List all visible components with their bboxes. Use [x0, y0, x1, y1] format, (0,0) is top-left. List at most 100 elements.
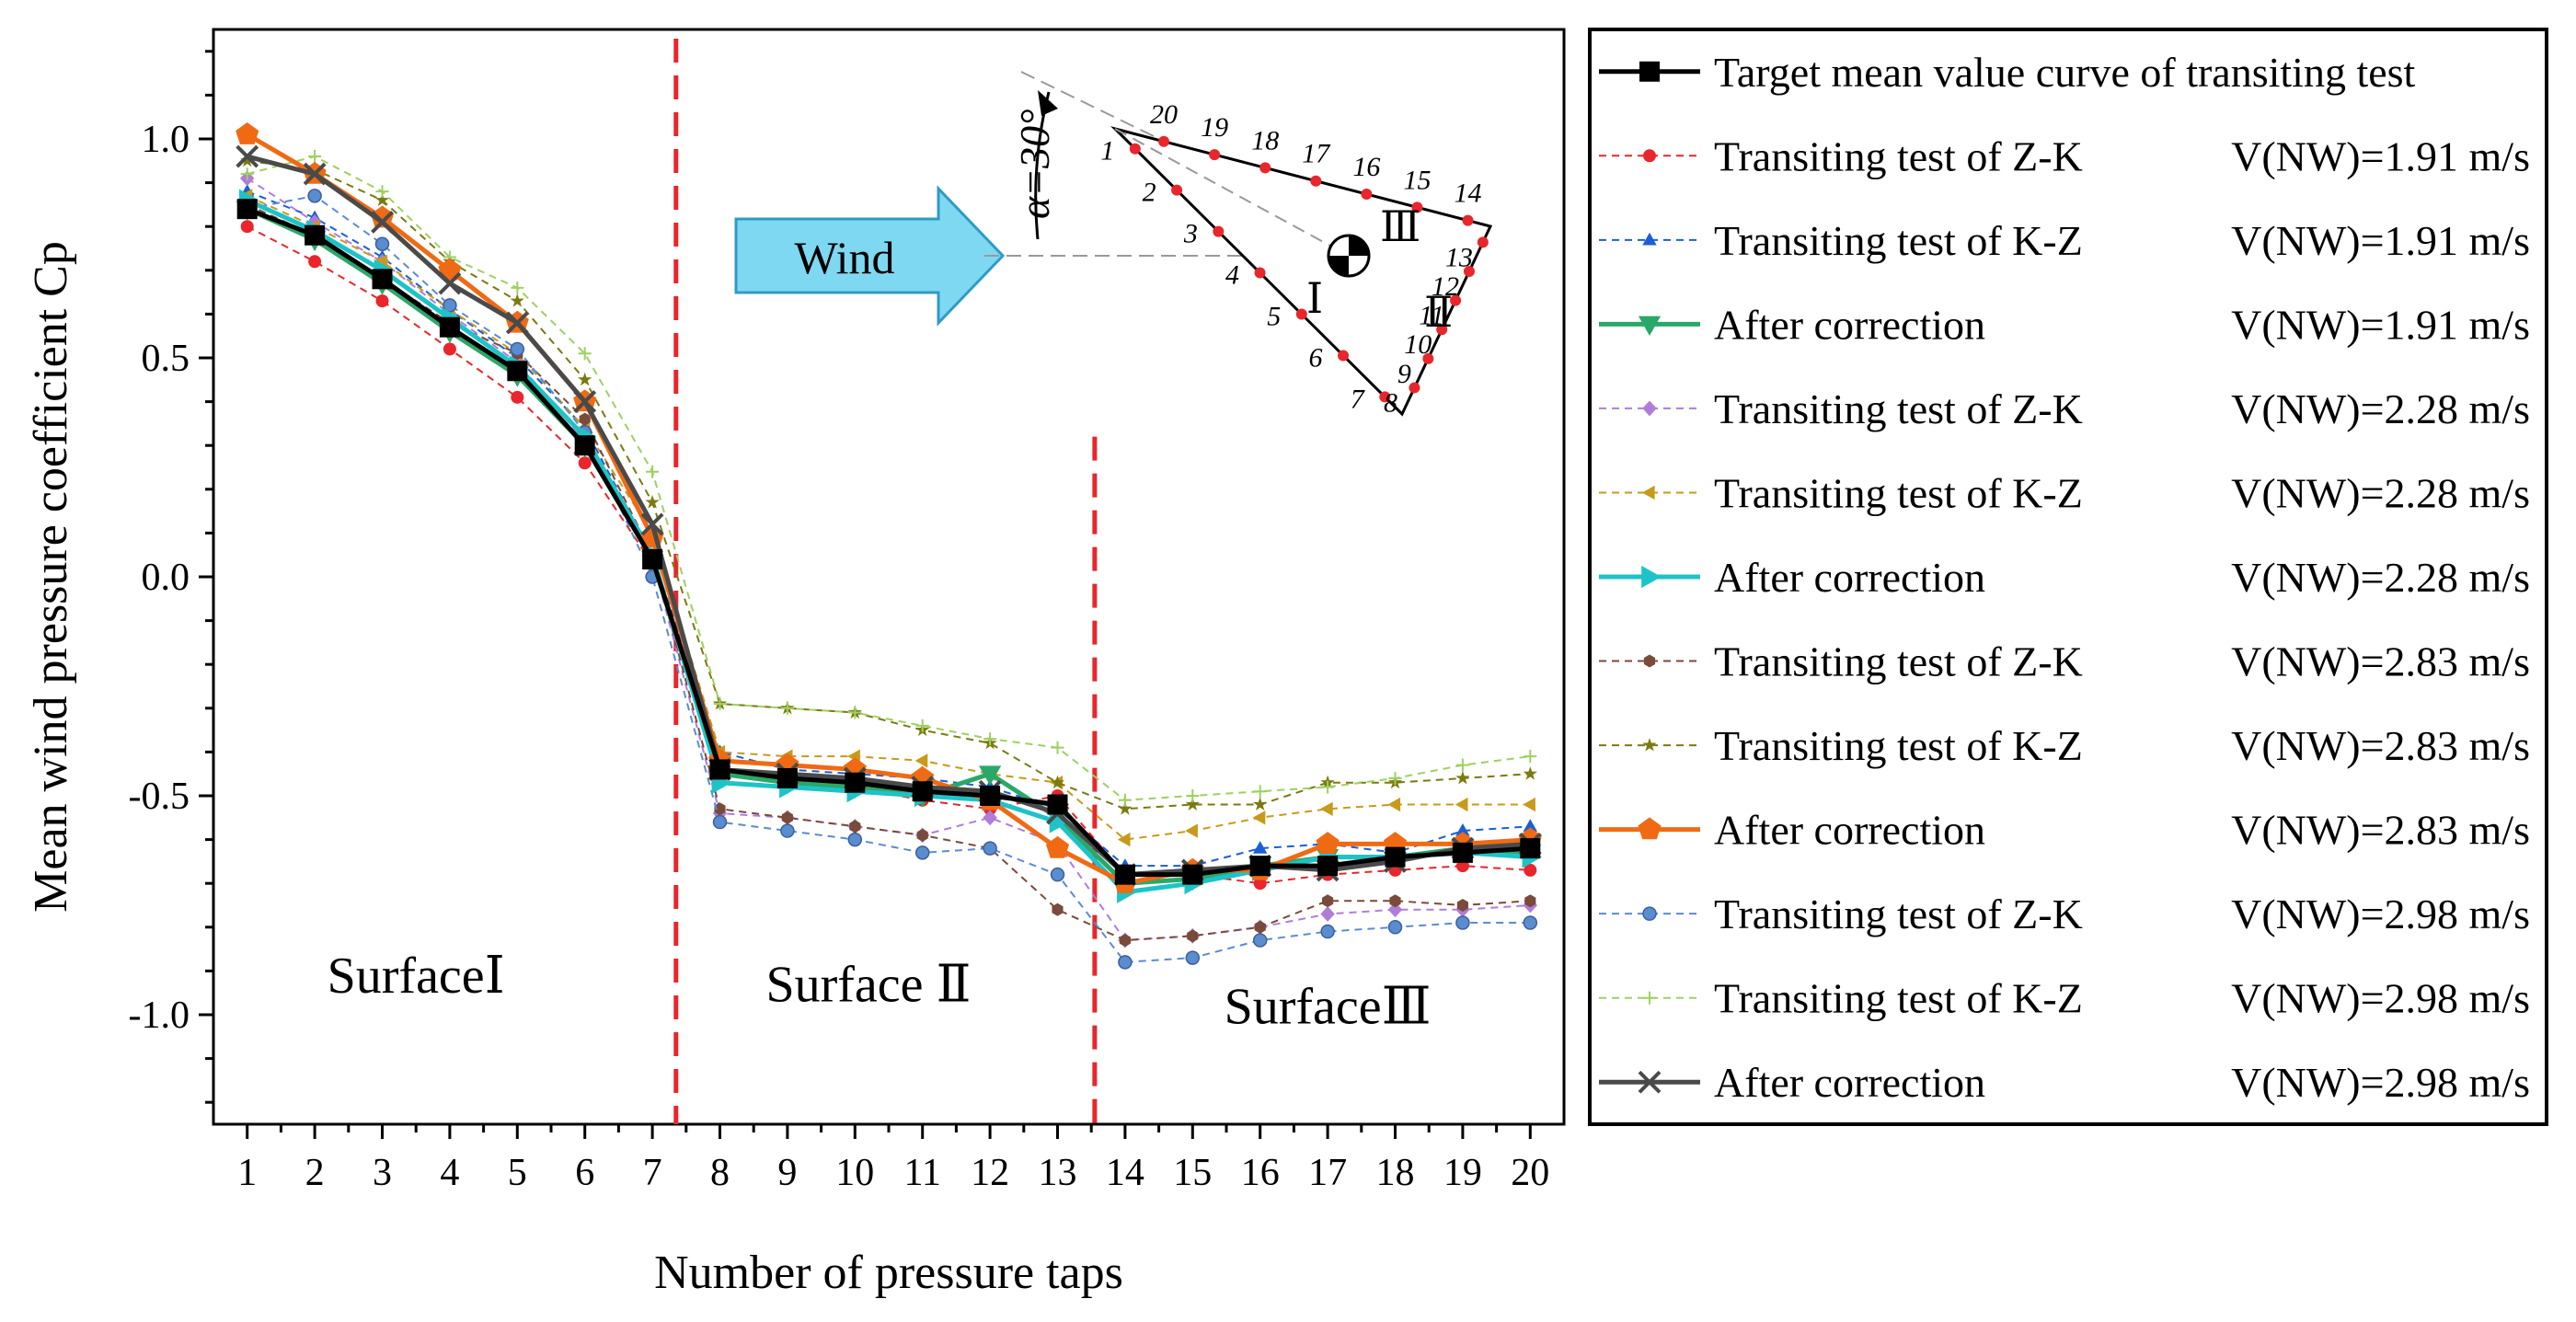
data-point	[712, 814, 728, 830]
x-tick-label: 7	[643, 1152, 662, 1194]
data-point	[1523, 766, 1537, 780]
pressure-tap	[1411, 201, 1423, 213]
legend-speed: V(NW)=2.28 m/s	[2231, 385, 2530, 432]
x-tick-label: 15	[1173, 1152, 1212, 1194]
legend-item: After correction V(NW)=1.91 m/s	[1599, 301, 2530, 348]
data-point	[1455, 823, 1470, 836]
data-point	[443, 298, 457, 313]
data-point	[372, 269, 393, 290]
legend-speed: V(NW)=2.83 m/s	[2231, 638, 2530, 685]
x-tick-label: 4	[440, 1152, 459, 1194]
data-point	[983, 841, 997, 856]
legend-speed: V(NW)=2.98 m/s	[2231, 891, 2530, 937]
pressure-tap	[1361, 189, 1373, 201]
legend-label: Transiting test of Z-K	[1714, 891, 2083, 937]
x-tick-label: 17	[1308, 1152, 1347, 1194]
data-point	[1182, 864, 1203, 885]
data-point	[1253, 785, 1267, 799]
y-tick-label: -1.0	[129, 994, 190, 1037]
data-point	[1045, 835, 1070, 858]
data-point	[370, 205, 395, 228]
legend-label: Transiting test of Z-K	[1714, 385, 2083, 432]
data-point	[1254, 920, 1266, 934]
data-point	[1523, 819, 1537, 832]
data-point	[308, 150, 322, 164]
data-point	[1118, 801, 1133, 815]
data-point	[1185, 823, 1198, 838]
data-point	[1452, 842, 1473, 863]
x-tick-label: 3	[373, 1152, 392, 1194]
data-point	[1320, 906, 1335, 922]
x-tick-label: 10	[835, 1152, 874, 1194]
data-point	[1321, 780, 1335, 794]
data-point	[303, 162, 327, 186]
series-line	[246, 198, 1531, 895]
series-line	[247, 178, 1531, 942]
data-point	[1050, 775, 1065, 789]
tap-label: 16	[1352, 152, 1380, 182]
tap-label: 14	[1455, 178, 1482, 209]
data-point	[1643, 991, 1656, 1005]
data-point	[980, 786, 1001, 806]
data-point	[1119, 934, 1131, 948]
data-point	[1643, 149, 1656, 163]
x-tick-label: 18	[1376, 1152, 1415, 1194]
legend-label: Transiting test of K-Z	[1714, 722, 2083, 769]
pressure-tap	[1209, 149, 1221, 161]
data-point	[1455, 758, 1469, 772]
data-point	[1185, 797, 1200, 811]
tap-label: 2	[1143, 178, 1156, 208]
tap-label: 17	[1302, 139, 1331, 169]
legend-item: Target mean value curve of transiting te…	[1599, 49, 2416, 96]
legend-item: Transiting test of Z-K V(NW)=2.98 m/s	[1599, 891, 2530, 937]
series-line	[247, 194, 1531, 841]
data-point	[848, 706, 862, 719]
data-point	[1118, 955, 1133, 970]
data-point	[1387, 902, 1403, 918]
y-tick-label: 1.0	[142, 119, 190, 161]
data-point	[1638, 817, 1662, 840]
data-point	[374, 192, 390, 207]
legend-item: After correction V(NW)=2.98 m/s	[1599, 1059, 2530, 1106]
tap-label: 4	[1225, 260, 1239, 291]
pressure-tap	[1254, 267, 1266, 279]
x-axis-title: Number of pressure taps	[654, 1247, 1123, 1299]
legend-speed: V(NW)=2.98 m/s	[2231, 975, 2530, 1022]
pressure-tap	[1338, 350, 1350, 362]
legend-label: After correction	[1714, 301, 1985, 348]
surface-label: SurfaceⅠ	[328, 948, 505, 1005]
data-point	[1316, 832, 1340, 855]
data-point	[1047, 794, 1068, 815]
data-point	[1642, 232, 1657, 246]
tap-label: 9	[1397, 359, 1411, 389]
data-point	[714, 802, 726, 816]
data-point	[1186, 789, 1200, 802]
data-point	[915, 718, 929, 732]
data-point	[240, 153, 255, 167]
data-point	[1641, 485, 1655, 500]
x-tick-label: 20	[1511, 1152, 1549, 1194]
data-point	[438, 271, 462, 295]
tap-label: 7	[1351, 384, 1366, 414]
data-point	[375, 185, 389, 199]
data-point	[1387, 920, 1403, 935]
data-point	[1385, 846, 1406, 868]
tap-label: 18	[1251, 125, 1279, 155]
data-point	[1524, 863, 1537, 877]
data-point	[1455, 770, 1470, 785]
data-point	[914, 753, 928, 768]
data-point	[511, 390, 524, 404]
pressure-tap	[1310, 175, 1322, 187]
data-point	[305, 224, 326, 246]
legend-speed: V(NW)=2.98 m/s	[2231, 1059, 2530, 1106]
legend-box	[1588, 28, 2548, 1126]
data-point	[1639, 61, 1660, 82]
x-tick-label: 2	[305, 1152, 325, 1194]
legend-speed: V(NW)=2.28 m/s	[2231, 469, 2530, 516]
legend-item: Transiting test of K-Z V(NW)=2.83 m/s	[1599, 722, 2530, 769]
tap-label: 12	[1432, 271, 1459, 302]
x-axis: 1 2 3 4 5 6 7 8 9 10 11 12 13 14 15 16 17 18 19 20	[237, 1124, 1549, 1194]
data-point	[374, 236, 390, 251]
